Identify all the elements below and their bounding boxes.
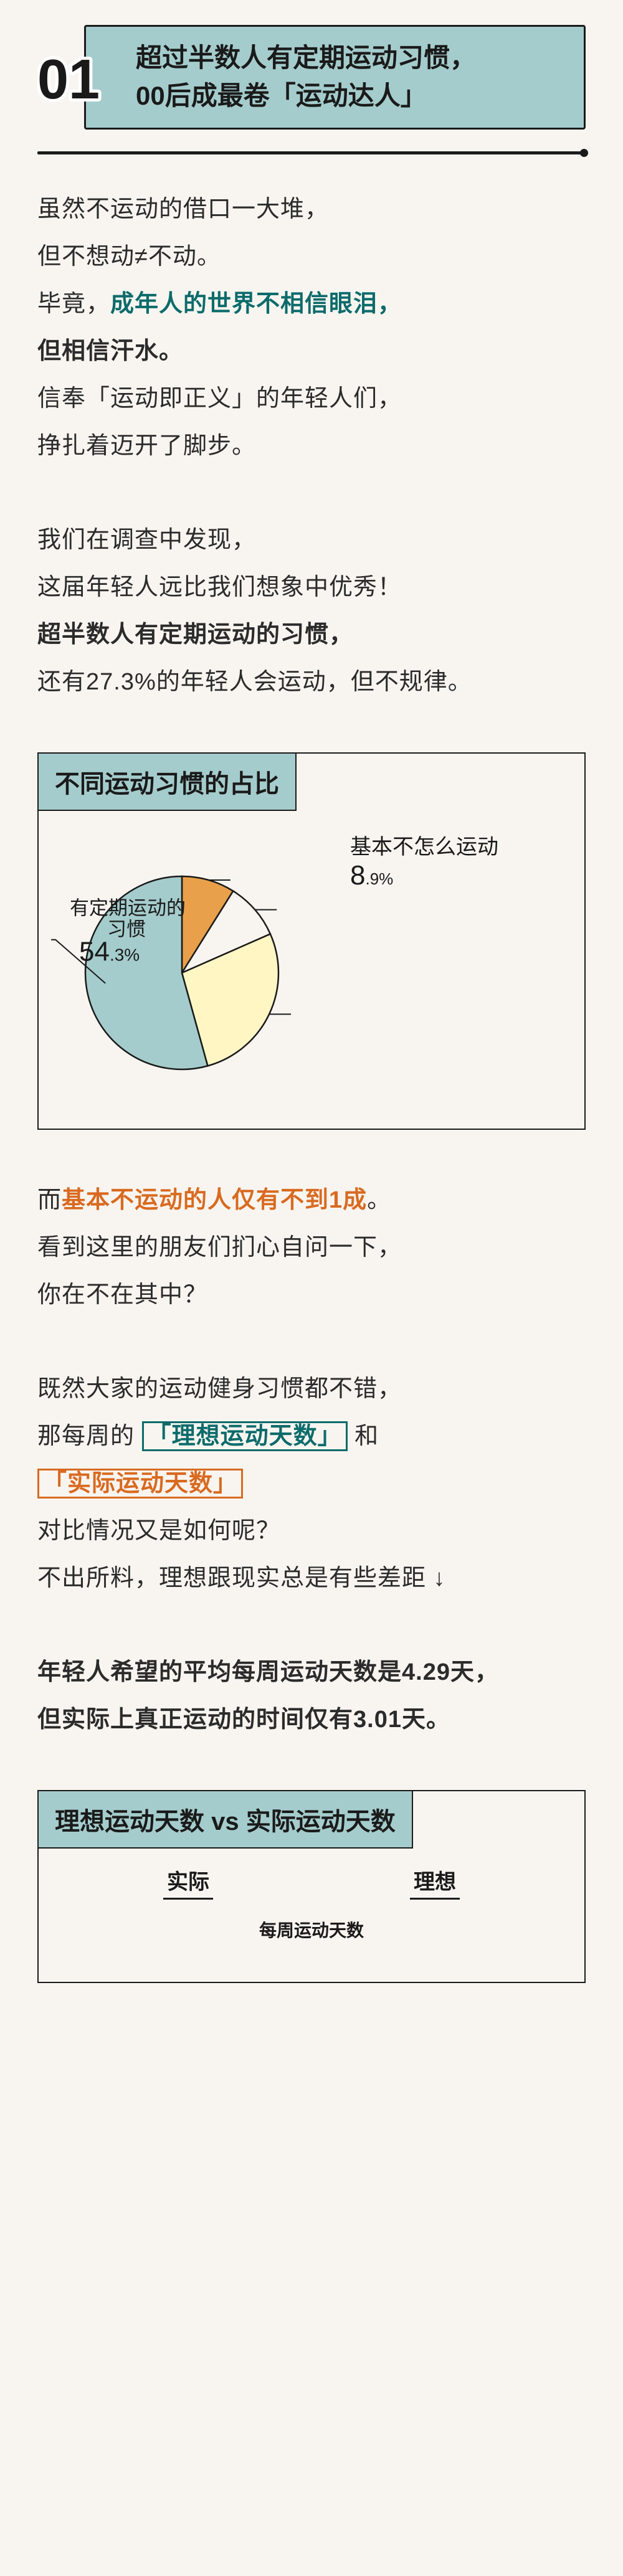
- section-number: 01 01: [37, 41, 125, 113]
- section-title: 超过半数人有定期运动习惯， 00后成最卷「运动达人」: [84, 25, 586, 130]
- text-line: 这届年轻人远比我们想象中优秀！: [37, 564, 586, 611]
- text-line: 年轻人希望的平均每周运动天数是4.29天，: [37, 1649, 586, 1696]
- text-line: 但实际上真正运动的时间仅有3.01天。: [37, 1696, 586, 1743]
- text-line: 你在不在其中？: [37, 1271, 586, 1319]
- svg-text:01: 01: [37, 49, 100, 110]
- actual-header: 实际: [163, 1865, 213, 1900]
- text-line: 对比情况又是如何呢？: [37, 1507, 586, 1555]
- paragraph-5: 年轻人希望的平均每周运动天数是4.29天， 但实际上真正运动的时间仅有3.01天…: [37, 1649, 586, 1743]
- paragraph-3: 而基本不运动的人仅有不到1成。 看到这里的朋友们扪心自问一下， 你在不在其中？: [37, 1177, 586, 1319]
- section-title-line2: 00后成最卷「运动达人」: [136, 77, 559, 115]
- text-line: 虽然不运动的借口一大堆，: [37, 186, 586, 233]
- text-line: 那每周的 「理想运动天数」 和 「实际运动天数」: [37, 1413, 586, 1507]
- text-line: 看到这里的朋友们扪心自问一下，: [37, 1224, 586, 1271]
- text-line: 信奉「运动即正义」的年轻人们，: [37, 375, 586, 422]
- header-underline: [37, 151, 586, 154]
- text-line: 毕竟，成年人的世界不相信眼泪，: [37, 280, 586, 328]
- text-line: 挣扎着迈开了脚步。: [37, 422, 586, 470]
- diverging-center-header: 每周运动天数: [51, 1917, 572, 1942]
- text-line: 超半数人有定期运动的习惯，: [37, 611, 586, 658]
- text-line: 还有27.3%的年轻人会运动，但不规律。: [37, 658, 586, 706]
- pie-chart: 有定期运动的习惯54.3%: [51, 830, 331, 1097]
- paragraph-1: 虽然不运动的借口一大堆， 但不想动≠不动。 毕竟，成年人的世界不相信眼泪， 但相…: [37, 186, 586, 470]
- paragraph-2: 我们在调查中发现， 这届年轻人远比我们想象中优秀！ 超半数人有定期运动的习惯， …: [37, 516, 586, 706]
- section-header: 01 01 超过半数人有定期运动习惯， 00后成最卷「运动达人」: [37, 25, 586, 130]
- text-line: 我们在调查中发现，: [37, 516, 586, 564]
- diverging-headers: 实际 理想: [51, 1859, 572, 1900]
- paragraph-4: 既然大家的运动健身习惯都不错， 那每周的 「理想运动天数」 和 「实际运动天数」…: [37, 1365, 586, 1602]
- text-line: 而基本不运动的人仅有不到1成。: [37, 1177, 586, 1224]
- text-line: 既然大家的运动健身习惯都不错，: [37, 1365, 586, 1413]
- text-line: 不出所料，理想跟现实总是有些差距 ↓: [37, 1555, 586, 1602]
- text-line: 但不想动≠不动。: [37, 233, 586, 280]
- diverging-chart-title: 理想运动天数 vs 实际运动天数: [39, 1791, 413, 1849]
- pie-chart-title: 不同运动习惯的占比: [39, 754, 297, 811]
- section-title-line1: 超过半数人有定期运动习惯，: [136, 39, 559, 77]
- text-line: 但相信汗水。: [37, 328, 586, 375]
- ideal-header: 理想: [410, 1865, 460, 1900]
- svg-text:习惯: 习惯: [107, 918, 146, 940]
- svg-text:有定期运动的: 有定期运动的: [70, 897, 186, 919]
- diverging-chart-card: 理想运动天数 vs 实际运动天数 实际 理想 每周运动天数: [37, 1790, 586, 1983]
- pie-chart-card: 不同运动习惯的占比 有定期运动的习惯54.3% 基本不怎么运动8.9%: [37, 752, 586, 1130]
- pie-callout: 基本不怎么运动8.9%: [350, 830, 498, 891]
